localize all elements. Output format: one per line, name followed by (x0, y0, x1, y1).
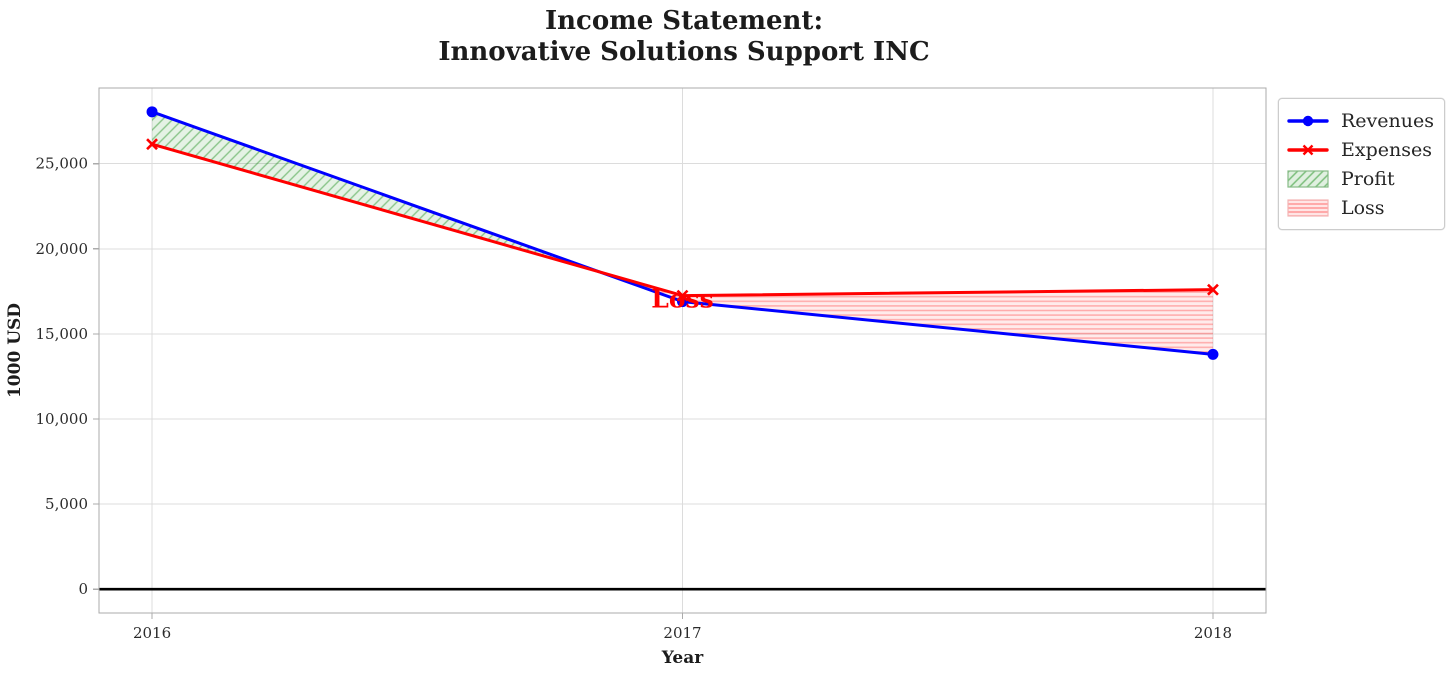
plot-border (98, 87, 1267, 614)
chart-title-line1: Income Statement: (544, 6, 824, 36)
legend-label-loss: Loss (1341, 196, 1385, 219)
x-tick-label: 2017 (663, 624, 701, 642)
legend-item-revenues: Revenues (1287, 106, 1434, 135)
expenses-line-sample-icon (1287, 144, 1329, 155)
legend: Revenues Expenses Profit Loss (1278, 98, 1445, 230)
expenses-data-point (146, 138, 158, 151)
y-tick-label: 15,000 (36, 325, 89, 343)
loss-annotation: Loss (651, 284, 713, 313)
legend-item-expenses: Expenses (1287, 135, 1434, 164)
y-tick-label: 0 (78, 580, 88, 598)
tick-marks (93, 163, 1214, 619)
x-tick-label: 2018 (1194, 624, 1232, 642)
legend-item-loss: Loss (1287, 193, 1434, 222)
expenses-data-point (1207, 283, 1219, 296)
legend-label-expenses: Expenses (1341, 138, 1432, 161)
y-tick-label: 20,000 (36, 240, 89, 258)
revenues-data-point (1207, 348, 1219, 360)
x-tick-label: 2016 (133, 624, 171, 642)
revenues-line-sample-icon (1287, 115, 1329, 126)
chart-title: Income Statement: Innovative Solutions S… (0, 6, 1368, 68)
revenues-data-point (146, 106, 158, 118)
y-tick-label: 10,000 (36, 410, 89, 428)
chart-title-line2: Innovative Solutions Support INC (438, 37, 930, 67)
expenses-series (146, 138, 1219, 302)
legend-item-profit: Profit (1287, 164, 1434, 193)
profit-patch-sample-icon (1287, 169, 1329, 188)
expenses-data-point (676, 289, 689, 302)
y-axis-label: 1000 USD (5, 303, 25, 398)
y-tick-label: 5,000 (45, 495, 88, 513)
y-tick-label: 25,000 (36, 155, 89, 173)
legend-label-profit: Profit (1341, 167, 1395, 190)
loss-patch-sample-icon (1287, 198, 1329, 217)
tick-labels: 0 5,000 10,000 15,000 20,000 25,000 2016 2017 20… (36, 155, 1233, 642)
x-axis-label: Year (661, 648, 704, 668)
legend-label-revenues: Revenues (1341, 109, 1434, 132)
